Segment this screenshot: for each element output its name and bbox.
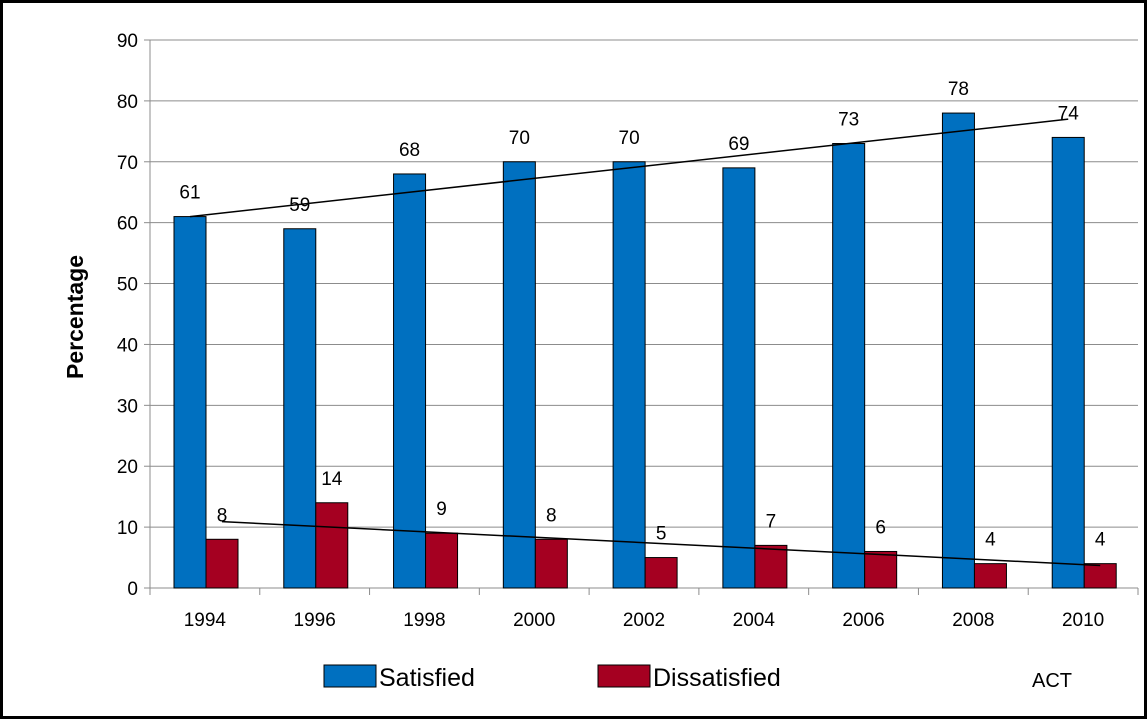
x-tick-label: 2002 (623, 610, 665, 631)
data-label: 68 (399, 140, 420, 161)
satisfied-bar (173, 216, 207, 589)
y-tick-label: 10 (117, 518, 138, 539)
source-note: ACT (1032, 670, 1072, 692)
y-tick-label: 80 (117, 92, 138, 113)
bar-chart: 0 10 20 30 40 50 60 70 80 90 1994 1996 1998 2000 2002 2… (62, 31, 1139, 692)
bars (173, 112, 1117, 589)
data-label: 78 (948, 79, 969, 100)
x-tick-label: 1994 (184, 610, 227, 631)
y-tick-label: 90 (117, 31, 138, 52)
y-tick-label: 0 (127, 579, 138, 600)
y-tick-label: 60 (117, 214, 138, 235)
y-tick-label: 50 (117, 275, 138, 296)
dissatisfied-bar (425, 532, 459, 589)
dissatisfied-bar (534, 538, 568, 589)
x-tick-label: 2010 (1062, 610, 1104, 631)
y-tick-label: 20 (117, 457, 138, 478)
x-tick-label: 2008 (952, 610, 994, 631)
legend-swatch (597, 664, 651, 688)
data-label: 73 (838, 110, 859, 131)
y-axis-title: Percentage (62, 255, 88, 379)
data-label: 69 (728, 134, 749, 155)
data-label: 14 (321, 469, 343, 490)
dissatisfied-bar (315, 502, 349, 589)
x-tick-label: 2004 (733, 610, 776, 631)
legend-label: Satisfied (379, 664, 475, 692)
satisfied-bar (722, 167, 756, 589)
dissatisfied-bar (973, 563, 1007, 589)
legend: Satisfied Dissatisfied (323, 664, 781, 692)
satisfied-bar (1051, 136, 1085, 589)
data-label: 6 (875, 517, 886, 538)
data-labels: 61 59 68 70 70 69 73 78 74 8 14 9 8 5 7 6 4 4 (179, 79, 1106, 551)
satisfied-bar (832, 143, 866, 589)
satisfied-bar (283, 228, 317, 589)
data-label: 70 (509, 128, 530, 149)
data-label: 8 (546, 505, 557, 526)
dissatisfied-bar (1083, 563, 1117, 589)
trendlines (189, 118, 1101, 567)
dissatisfied-bar (644, 557, 678, 589)
data-label: 4 (1095, 530, 1106, 551)
dissatisfied-bar (754, 544, 788, 589)
x-tick-label: 2006 (842, 610, 884, 631)
x-tick-label: 1998 (403, 610, 445, 631)
legend-swatch (323, 664, 377, 688)
data-label: 9 (436, 499, 447, 520)
legend-label: Dissatisfied (653, 664, 781, 692)
satisfied-bar (941, 112, 975, 589)
satisfied-bar (393, 173, 427, 589)
data-label: 74 (1058, 103, 1080, 124)
satisfied-bar (502, 161, 536, 589)
dissatisfied-trendline (221, 520, 1101, 567)
data-label: 59 (289, 195, 310, 216)
axes: 0 10 20 30 40 50 60 70 80 90 1994 1996 1998 2000 2002 2… (117, 31, 1139, 631)
y-tick-label: 70 (117, 153, 138, 174)
dissatisfied-bar (205, 538, 239, 589)
y-tick-label: 40 (117, 335, 138, 356)
satisfied-bar (612, 161, 646, 589)
dissatisfied-bar (864, 550, 898, 589)
data-label: 8 (217, 505, 228, 526)
data-label: 70 (619, 128, 640, 149)
data-label: 5 (656, 524, 667, 545)
data-label: 4 (985, 530, 996, 551)
data-label: 61 (179, 183, 200, 204)
x-tick-label: 1996 (294, 610, 336, 631)
y-tick-label: 30 (117, 396, 138, 417)
x-tick-label: 2000 (513, 610, 555, 631)
satisfied-trendline (189, 118, 1069, 218)
data-label: 7 (766, 511, 777, 532)
